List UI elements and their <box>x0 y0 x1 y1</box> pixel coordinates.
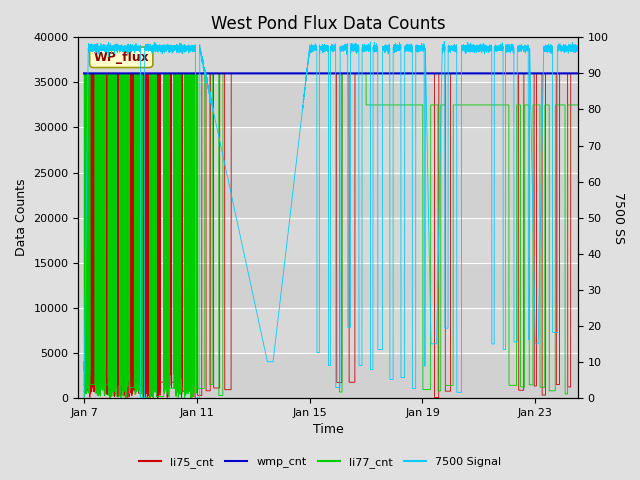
Bar <box>79 263 578 308</box>
Bar <box>79 83 578 128</box>
Bar <box>79 353 578 398</box>
Y-axis label: Data Counts: Data Counts <box>15 179 28 256</box>
Y-axis label: 7500 SS: 7500 SS <box>612 192 625 244</box>
Text: WP_flux: WP_flux <box>93 51 149 64</box>
X-axis label: Time: Time <box>312 423 344 436</box>
Legend: li75_cnt, wmp_cnt, li77_cnt, 7500 Signal: li75_cnt, wmp_cnt, li77_cnt, 7500 Signal <box>135 452 505 472</box>
Title: West Pond Flux Data Counts: West Pond Flux Data Counts <box>211 15 445 33</box>
Bar <box>79 172 578 217</box>
